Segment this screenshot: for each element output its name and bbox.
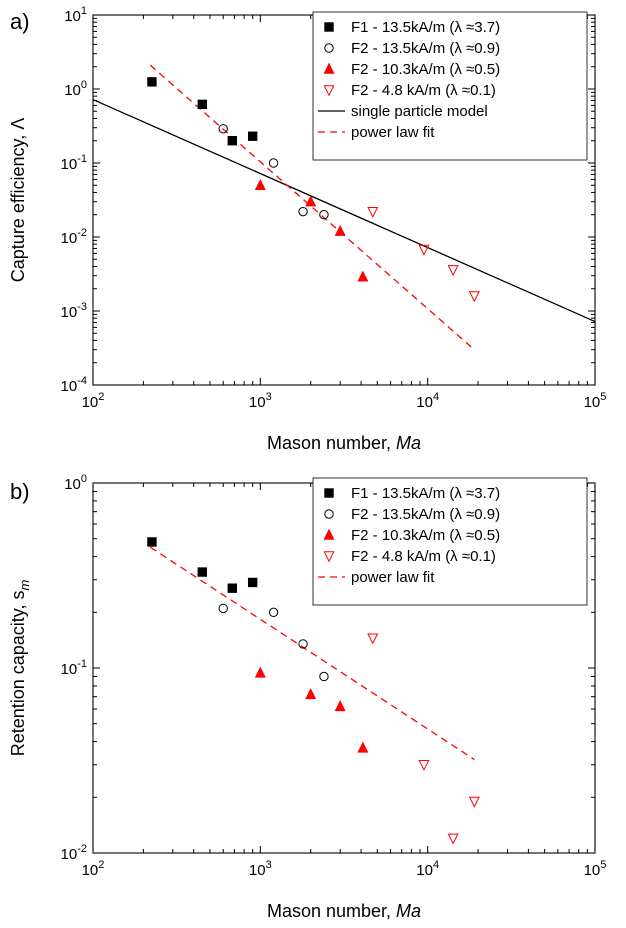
legend-label: F1 - 13.5kA/m (λ ≈3.7) bbox=[351, 19, 500, 36]
legend-marker-f2-4-8-ka-m-0-1 bbox=[323, 85, 335, 97]
y-tick-label: 10-1 bbox=[61, 153, 87, 173]
data-point-f1-13-5ka-m-3-7 bbox=[227, 583, 238, 593]
data-point-f2-13-5ka-m-0-9 bbox=[268, 158, 279, 168]
legend-marker-f2-10-3ka-m-0-5 bbox=[323, 62, 335, 74]
data-point-f2-10-3ka-m-0-5 bbox=[254, 666, 266, 678]
x-tick-label: 105 bbox=[584, 391, 607, 411]
y-tick-label: 100 bbox=[64, 79, 87, 99]
x-tick-label: 103 bbox=[249, 391, 272, 411]
legend-marker-f1-13-5ka-m-3-7 bbox=[324, 22, 334, 32]
legend-label: single particle model bbox=[351, 103, 488, 120]
legend-label: F2 - 13.5kA/m (λ ≈0.9) bbox=[351, 40, 500, 57]
data-point-f2-13-5ka-m-0-9 bbox=[298, 639, 308, 649]
legend-marker-f2-13-5ka-m-0-9 bbox=[324, 509, 334, 519]
data-point-f1-13-5ka-m-3-7 bbox=[247, 577, 258, 588]
legend-marker-f2-13-5ka-m-0-9 bbox=[324, 43, 334, 53]
panel-b: 102 103 104 105 10-2 10-1 100 b) Mason number, M… bbox=[8, 473, 606, 921]
data-point-f2-4-8-ka-m-0-1 bbox=[468, 291, 480, 303]
data-point-f2-4-8-ka-m-0-1 bbox=[468, 796, 480, 808]
x-tick-label: 102 bbox=[82, 391, 105, 411]
data-point-f2-13-5ka-m-0-9 bbox=[319, 210, 329, 220]
x-tick-label: 102 bbox=[82, 859, 105, 879]
data-point-f2-4-8-ka-m-0-1 bbox=[447, 833, 459, 845]
data-point-f2-13-5ka-m-0-9 bbox=[268, 607, 279, 618]
panel-label: a) bbox=[10, 9, 30, 34]
y-tick-label: 100 bbox=[64, 473, 87, 493]
y-tick-label: 101 bbox=[64, 5, 87, 25]
data-point-f2-10-3ka-m-0-5 bbox=[334, 700, 346, 712]
x-tick-label: 105 bbox=[584, 859, 607, 879]
legend-marker-f2-10-3ka-m-0-5 bbox=[323, 528, 335, 540]
data-point-f2-4-8-ka-m-0-1 bbox=[418, 244, 430, 256]
legend-label: F2 - 13.5kA/m (λ ≈0.9) bbox=[351, 506, 500, 523]
legend-label: power law fit bbox=[351, 569, 435, 586]
y-axis-title: Capture efficiency, Λ bbox=[8, 118, 28, 282]
y-axis-title: Retention capacity, sm bbox=[8, 580, 32, 757]
legend-marker-f2-4-8-ka-m-0-1 bbox=[323, 551, 335, 563]
panel-a: 102 103 104 105 10-4 10-3 10-2 10-1 100 101 a) Maso… bbox=[8, 5, 606, 453]
x-tick-label: 103 bbox=[249, 859, 272, 879]
legend-label: power law fit bbox=[351, 124, 435, 141]
data-point-f1-13-5ka-m-3-7 bbox=[247, 131, 258, 141]
data-point-f1-13-5ka-m-3-7 bbox=[197, 99, 208, 110]
series-line-single-particle-model bbox=[92, 98, 596, 323]
legend-label: F2 - 10.3kA/m (λ ≈0.5) bbox=[351, 61, 500, 78]
legend bbox=[312, 11, 588, 161]
y-tick-label: 10-2 bbox=[61, 227, 87, 247]
data-point-f2-4-8-ka-m-0-1 bbox=[447, 265, 459, 277]
y-tick-label: 10-2 bbox=[61, 843, 87, 863]
x-axis-title: Mason number, Ma bbox=[267, 901, 421, 921]
legend-label: F2 - 4.8 kA/m (λ ≈0.1) bbox=[351, 82, 496, 99]
y-tick-label: 10-1 bbox=[61, 658, 87, 678]
data-point-f2-13-5ka-m-0-9 bbox=[298, 206, 308, 217]
data-point-f1-13-5ka-m-3-7 bbox=[227, 136, 238, 146]
data-point-f2-10-3ka-m-0-5 bbox=[305, 688, 317, 700]
data-point-f2-13-5ka-m-0-9 bbox=[319, 671, 329, 682]
legend-label: F1 - 13.5kA/m (λ ≈3.7) bbox=[351, 485, 500, 502]
data-point-f2-13-5ka-m-0-9 bbox=[218, 603, 228, 614]
legend-label: F2 - 4.8 kA/m (λ ≈0.1) bbox=[351, 548, 496, 565]
x-axis-title: Mason number, Ma bbox=[267, 433, 421, 453]
data-point-f2-10-3ka-m-0-5 bbox=[254, 178, 266, 190]
data-point-f2-10-3ka-m-0-5 bbox=[334, 224, 346, 236]
data-point-f1-13-5ka-m-3-7 bbox=[147, 77, 157, 87]
legend-label: F2 - 10.3kA/m (λ ≈0.5) bbox=[351, 527, 500, 544]
data-point-f2-13-5ka-m-0-9 bbox=[218, 124, 228, 134]
legend-marker-f1-13-5ka-m-3-7 bbox=[324, 488, 334, 498]
data-point-f2-4-8-ka-m-0-1 bbox=[418, 760, 430, 772]
data-point-f2-10-3ka-m-0-5 bbox=[305, 195, 317, 207]
y-tick-label: 10-3 bbox=[61, 301, 87, 321]
x-tick-label: 104 bbox=[416, 859, 439, 879]
data-point-f2-4-8-ka-m-0-1 bbox=[367, 633, 379, 645]
data-point-f2-4-8-ka-m-0-1 bbox=[367, 206, 379, 218]
series-line-power-law-fit bbox=[149, 546, 475, 761]
panel-label: b) bbox=[10, 479, 30, 504]
data-point-f1-13-5ka-m-3-7 bbox=[197, 567, 208, 577]
y-tick-label: 10-4 bbox=[61, 375, 87, 395]
data-point-f2-10-3ka-m-0-5 bbox=[357, 741, 369, 753]
data-point-f1-13-5ka-m-3-7 bbox=[147, 537, 157, 547]
legend bbox=[312, 477, 588, 606]
data-point-f2-10-3ka-m-0-5 bbox=[357, 270, 369, 282]
x-tick-label: 104 bbox=[416, 391, 439, 411]
